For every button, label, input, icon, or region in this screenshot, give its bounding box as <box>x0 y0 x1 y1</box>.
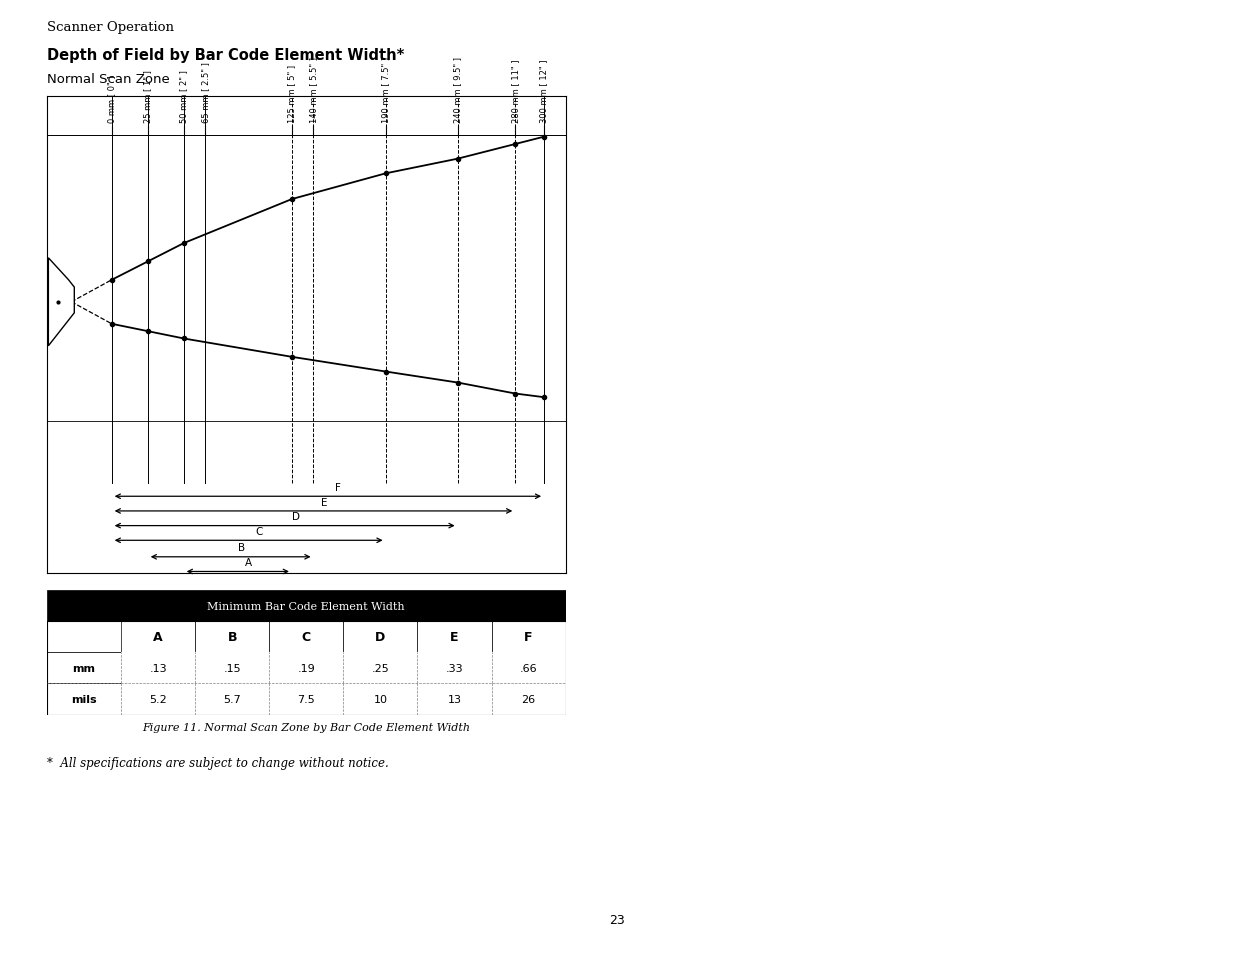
Text: .33: .33 <box>446 663 463 673</box>
Text: F: F <box>525 631 532 644</box>
Text: 50 mm [ 2" ]: 50 mm [ 2" ] <box>179 70 188 123</box>
Bar <box>47 684 566 715</box>
Text: Depth of Field by Bar Code Element Width*: Depth of Field by Bar Code Element Width… <box>47 48 404 63</box>
Text: D: D <box>291 512 300 521</box>
Text: 7.5: 7.5 <box>298 695 315 704</box>
Text: .15: .15 <box>224 663 241 673</box>
Text: 65 mm [ 2.5" ]: 65 mm [ 2.5" ] <box>201 62 210 123</box>
Text: C: C <box>301 631 311 644</box>
Text: B: B <box>227 631 237 644</box>
Bar <box>492 684 566 715</box>
Text: 25 mm [ 1" ]: 25 mm [ 1" ] <box>143 70 152 123</box>
Bar <box>269 653 343 684</box>
Text: .66: .66 <box>520 663 537 673</box>
Bar <box>121 653 195 684</box>
Text: 300 mm [ 12" ]: 300 mm [ 12" ] <box>540 59 548 123</box>
Bar <box>47 621 566 653</box>
Bar <box>121 684 195 715</box>
Bar <box>195 653 269 684</box>
Text: 0 mm [ 0" ]: 0 mm [ 0" ] <box>107 75 116 123</box>
Text: F: F <box>335 482 341 493</box>
Text: 10: 10 <box>373 695 388 704</box>
Text: E: E <box>451 631 458 644</box>
Bar <box>417 684 492 715</box>
Text: 13: 13 <box>447 695 462 704</box>
Text: 26: 26 <box>521 695 536 704</box>
Text: mm: mm <box>73 663 95 673</box>
Text: *  All specifications are subject to change without notice.: * All specifications are subject to chan… <box>47 756 389 769</box>
Text: .13: .13 <box>149 663 167 673</box>
Bar <box>492 653 566 684</box>
Bar <box>47 621 566 715</box>
Text: 190 mm [ 7.5" ]: 190 mm [ 7.5" ] <box>382 57 390 123</box>
Text: E: E <box>321 497 327 507</box>
Bar <box>417 653 492 684</box>
Text: mils: mils <box>72 695 96 704</box>
Bar <box>343 653 417 684</box>
Text: 140 mm [ 5.5" ]: 140 mm [ 5.5" ] <box>309 57 317 123</box>
Text: D: D <box>375 631 385 644</box>
Bar <box>195 684 269 715</box>
Text: 125 mm [ 5" ]: 125 mm [ 5" ] <box>288 65 296 123</box>
Text: B: B <box>238 543 245 553</box>
Text: Minimum Bar Code Element Width: Minimum Bar Code Element Width <box>207 601 405 611</box>
Text: 280 mm [ 11" ]: 280 mm [ 11" ] <box>511 59 520 123</box>
Bar <box>417 621 492 653</box>
Bar <box>343 684 417 715</box>
Text: Figure 11. Normal Scan Zone by Bar Code Element Width: Figure 11. Normal Scan Zone by Bar Code … <box>142 722 471 732</box>
Polygon shape <box>48 258 74 347</box>
Text: 23: 23 <box>610 913 625 926</box>
Text: 5.2: 5.2 <box>149 695 167 704</box>
Bar <box>269 621 343 653</box>
Bar <box>47 653 566 684</box>
Text: .19: .19 <box>298 663 315 673</box>
Bar <box>343 621 417 653</box>
Bar <box>47 591 566 621</box>
Text: Normal Scan Zone: Normal Scan Zone <box>47 73 169 86</box>
Bar <box>492 621 566 653</box>
Text: 240 mm [ 9.5" ]: 240 mm [ 9.5" ] <box>453 57 462 123</box>
Bar <box>269 684 343 715</box>
Bar <box>195 621 269 653</box>
Bar <box>121 621 195 653</box>
Text: .25: .25 <box>372 663 389 673</box>
Text: 5.7: 5.7 <box>224 695 241 704</box>
Text: A: A <box>245 558 252 567</box>
Text: A: A <box>153 631 163 644</box>
Text: C: C <box>256 526 263 537</box>
Text: Scanner Operation: Scanner Operation <box>47 21 174 33</box>
